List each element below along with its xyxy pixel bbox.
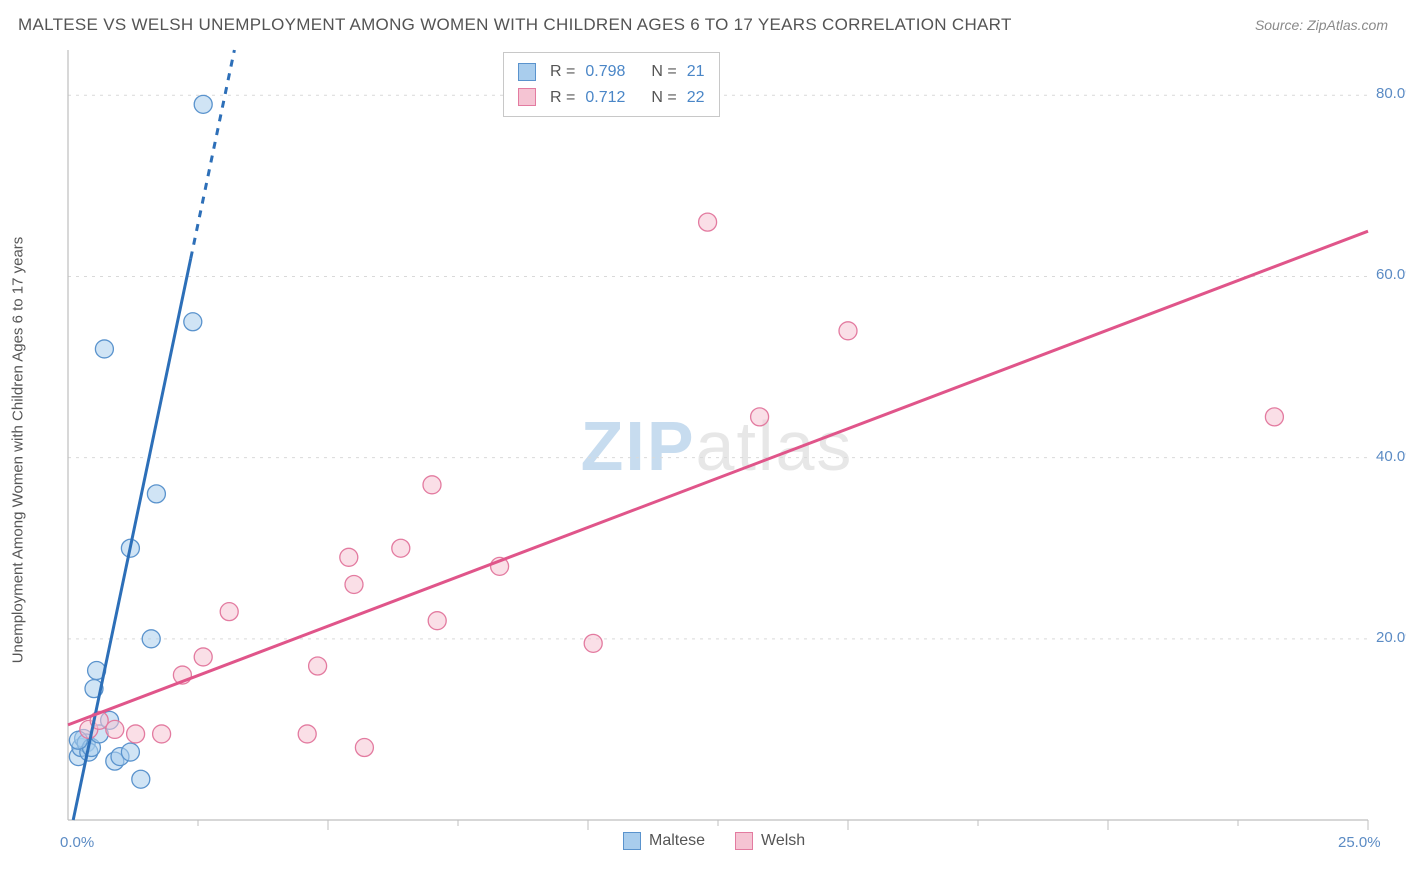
correlation-legend: R = 0.798 N = 21 R = 0.712 N = 22 bbox=[503, 52, 720, 117]
series-legend: Maltese Welsh bbox=[623, 832, 805, 850]
chart-title: MALTESE VS WELSH UNEMPLOYMENT AMONG WOME… bbox=[18, 15, 1012, 35]
r-label: R = bbox=[550, 59, 575, 85]
legend-swatch bbox=[518, 63, 536, 81]
n-label: N = bbox=[651, 59, 676, 85]
legend-swatch bbox=[518, 88, 536, 106]
chart-header: MALTESE VS WELSH UNEMPLOYMENT AMONG WOME… bbox=[0, 0, 1406, 40]
legend-row: R = 0.712 N = 22 bbox=[518, 85, 705, 111]
legend-swatch bbox=[623, 832, 641, 850]
series-legend-item: Maltese bbox=[623, 832, 705, 850]
chart-area: Unemployment Among Women with Children A… bbox=[48, 40, 1386, 860]
series-name: Welsh bbox=[761, 832, 805, 850]
r-label: R = bbox=[550, 85, 575, 111]
legend-swatch bbox=[735, 832, 753, 850]
source-label: Source: ZipAtlas.com bbox=[1255, 17, 1388, 33]
legend-row: R = 0.798 N = 21 bbox=[518, 59, 705, 85]
n-label: N = bbox=[651, 85, 676, 111]
n-value: 21 bbox=[687, 59, 705, 85]
r-value: 0.712 bbox=[585, 85, 625, 111]
y-axis-label: Unemployment Among Women with Children A… bbox=[10, 237, 27, 664]
series-name: Maltese bbox=[649, 832, 705, 850]
r-value: 0.798 bbox=[585, 59, 625, 85]
scatter-plot-svg bbox=[48, 40, 1386, 842]
n-value: 22 bbox=[687, 85, 705, 111]
series-legend-item: Welsh bbox=[735, 832, 805, 850]
